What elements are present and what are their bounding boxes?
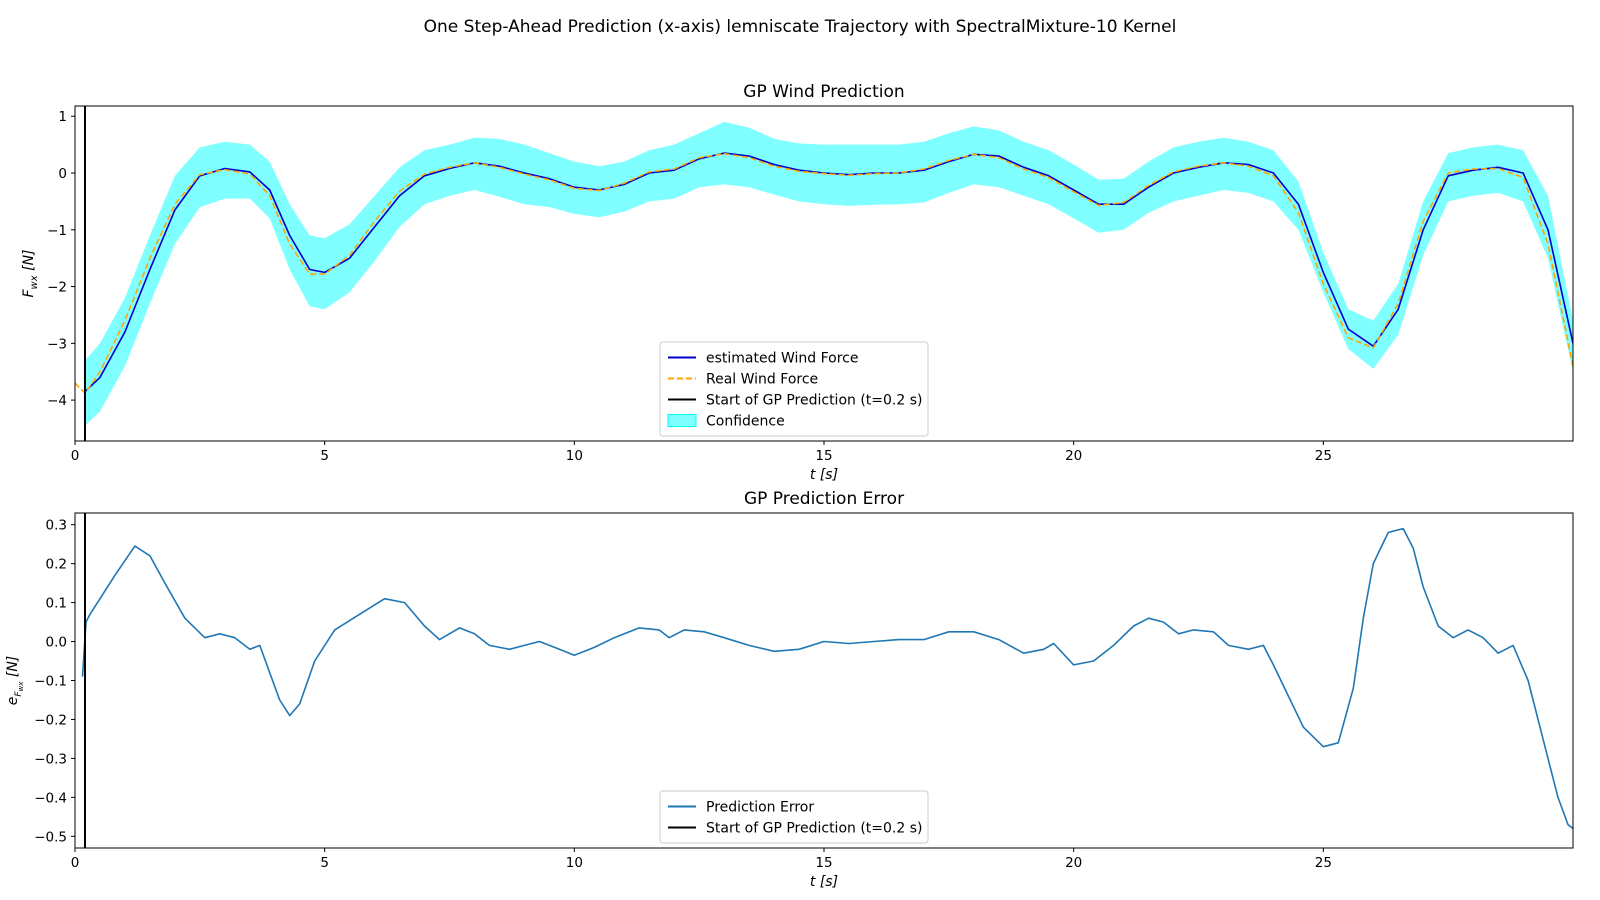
y-tick-label: −4 xyxy=(47,393,67,409)
y-tick-label: −1 xyxy=(47,223,67,239)
y-tick-label: 0 xyxy=(58,166,67,182)
legend-box xyxy=(659,341,929,437)
x-tick-label: 25 xyxy=(1315,448,1332,464)
x-tick-label: 0 xyxy=(71,448,80,464)
x-tick-label: 5 xyxy=(320,448,329,464)
series-line-prediction-error xyxy=(81,527,1573,830)
y-tick-label: 0.3 xyxy=(46,518,67,534)
subplot-title: GP Prediction Error xyxy=(744,489,904,509)
x-tick-label: 20 xyxy=(1065,448,1082,464)
prediction-error-subplot: 0 5 10 15 20 25 0.3 0.2 0.1 0.0 −0.1 −0.2 −0.3 −0.4 −0… xyxy=(5,489,1574,890)
x-tick-label: 5 xyxy=(320,855,329,871)
series-line-estimated-wind-force xyxy=(84,152,1573,393)
plot-area xyxy=(75,106,1573,441)
x-tick-label: 15 xyxy=(815,855,832,871)
y-tick-label: −2 xyxy=(47,280,67,296)
legend-box xyxy=(659,790,929,844)
x-tick-label: 20 xyxy=(1065,855,1082,871)
y-tick-label: 0.1 xyxy=(46,596,67,612)
x-axis-label: t [s] xyxy=(810,467,838,483)
y-tick-label: −0.1 xyxy=(34,674,67,690)
legend-label: Real Wind Force xyxy=(706,372,818,388)
confidence-band xyxy=(85,121,1573,426)
legend-swatch xyxy=(667,414,697,427)
legend: Prediction Error Start of GP Prediction (… xyxy=(659,790,929,844)
series-line-real-wind-force xyxy=(75,152,1573,395)
y-tick-label: 0.0 xyxy=(46,635,67,651)
y-tick-label: −3 xyxy=(47,336,67,352)
x-tick-label: 25 xyxy=(1315,855,1332,871)
x-axis-label: t [s] xyxy=(810,874,838,890)
x-tick-label: 15 xyxy=(815,448,832,464)
x-tick-label: 0 xyxy=(71,855,80,871)
x-tick-label: 10 xyxy=(566,855,583,871)
y-axis-label: Fwx [N] xyxy=(21,249,40,297)
subplot-title: GP Wind Prediction xyxy=(743,82,904,102)
legend: estimated Wind Force Real Wind Force Start… xyxy=(659,341,929,437)
y-tick-label: −0.5 xyxy=(34,829,67,845)
legend-label: Confidence xyxy=(706,414,785,430)
figure-suptitle: One Step-Ahead Prediction (x-axis) lemni… xyxy=(424,17,1177,37)
legend-label: Start of GP Prediction (t=0.2 s) xyxy=(706,821,923,837)
x-tick-label: 10 xyxy=(566,448,583,464)
y-axis-label: eFwx [N] xyxy=(5,656,25,706)
y-tick-label: 0.2 xyxy=(46,557,67,573)
y-tick-label: −0.3 xyxy=(34,751,67,767)
plot-area xyxy=(81,513,1573,848)
y-tick-label: 1 xyxy=(58,109,67,125)
y-tick-label: −0.2 xyxy=(34,712,67,728)
y-tick-label: −0.4 xyxy=(34,790,67,806)
legend-label: Start of GP Prediction (t=0.2 s) xyxy=(706,393,923,409)
legend-label: Prediction Error xyxy=(706,800,814,816)
legend-label: estimated Wind Force xyxy=(706,351,858,367)
